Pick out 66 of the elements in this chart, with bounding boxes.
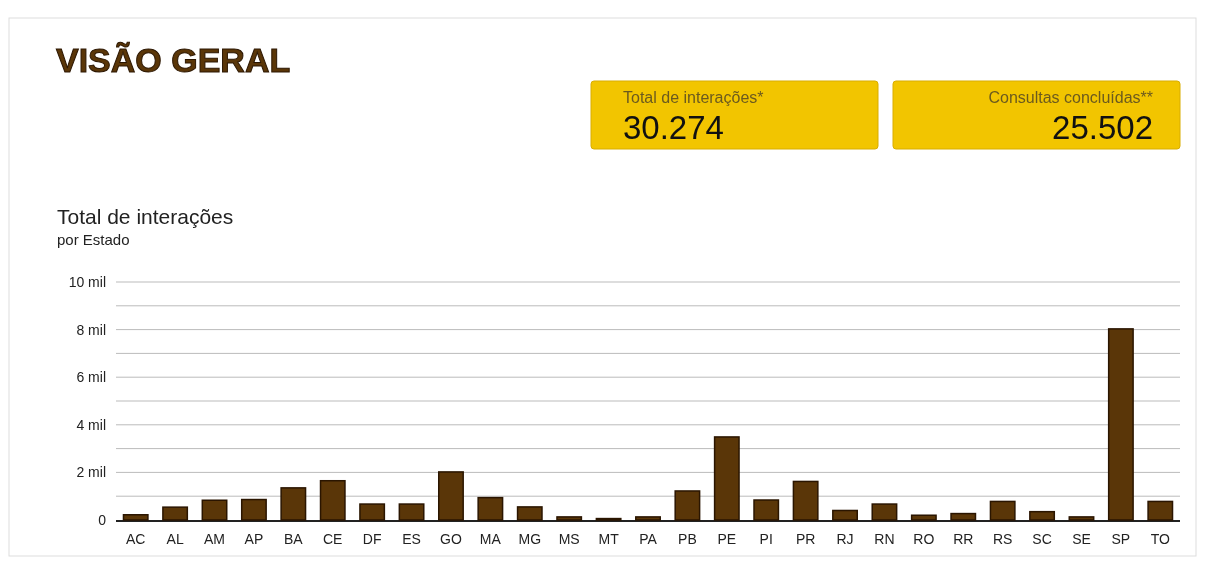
y-tick-label: 10 mil (68, 273, 106, 290)
x-tick-label: RJ (836, 531, 854, 547)
bar (201, 499, 228, 521)
chart-subtitle: por Estado (57, 231, 130, 248)
text: VISÃO GERAL (56, 41, 291, 79)
bar (359, 503, 386, 521)
x-tick-label: PE (717, 531, 737, 547)
x-tick-label: AC (125, 531, 146, 547)
y-tick-label: 0 (98, 511, 107, 528)
bar (280, 487, 307, 521)
bar (635, 516, 661, 521)
x-tick-label: DF (362, 531, 382, 547)
y-tick-label: 2 mil (76, 464, 106, 481)
x-tick-label: GO (440, 531, 462, 547)
x-tick-label: ES (402, 531, 421, 547)
text: 30.274 (623, 109, 724, 146)
bar (910, 514, 937, 521)
bar (398, 503, 425, 521)
x-tick-label: MG (518, 531, 542, 547)
bar (240, 498, 267, 521)
bar (556, 516, 583, 521)
text: Consultas concluídas** (988, 89, 1153, 106)
bar (162, 506, 189, 521)
bar (319, 479, 346, 521)
x-tick-label: MT (598, 531, 620, 547)
bar (477, 496, 504, 521)
text: 25.502 (1052, 109, 1153, 146)
x-tick-label: TO (1150, 531, 1170, 547)
x-tick-label: MA (479, 531, 502, 547)
bar (792, 480, 819, 521)
x-tick-label: RO (913, 531, 935, 547)
x-tick-label: SE (1072, 531, 1091, 547)
x-tick-label: MS (558, 531, 580, 547)
x-tick-label: CE (323, 531, 343, 547)
bar (1068, 516, 1095, 521)
y-tick-label: 8 mil (76, 321, 106, 338)
x-tick-label: PI (759, 531, 773, 547)
x-tick-label: PA (639, 531, 658, 547)
bar (1029, 510, 1056, 521)
bar (832, 509, 858, 521)
x-tick-label: AM (204, 531, 226, 547)
x-tick-label: RR (953, 531, 974, 547)
x-tick-label: SP (1111, 531, 1131, 547)
bar (989, 500, 1016, 521)
bar (438, 471, 464, 521)
bar (122, 514, 149, 521)
bar (871, 503, 898, 521)
text: Total de interações* (623, 89, 764, 106)
x-tick-label: PR (795, 531, 816, 547)
bar (674, 490, 701, 521)
x-tick-label: PB (678, 531, 697, 547)
bar (753, 499, 780, 521)
x-tick-label: BA (283, 531, 304, 547)
x-tick-label: RN (874, 531, 895, 547)
bar (713, 436, 740, 521)
x-tick-label: SC (1032, 531, 1052, 547)
y-tick-label: 4 mil (76, 416, 106, 433)
bar (1147, 500, 1174, 521)
x-tick-label: RS (992, 531, 1013, 547)
bar (516, 506, 543, 521)
bar (950, 512, 977, 521)
bar (1107, 328, 1134, 521)
x-tick-label: AL (166, 531, 184, 547)
y-tick-label: 6 mil (76, 369, 106, 386)
chart-title: Total de interações (57, 205, 234, 228)
x-tick-label: AP (244, 531, 264, 547)
